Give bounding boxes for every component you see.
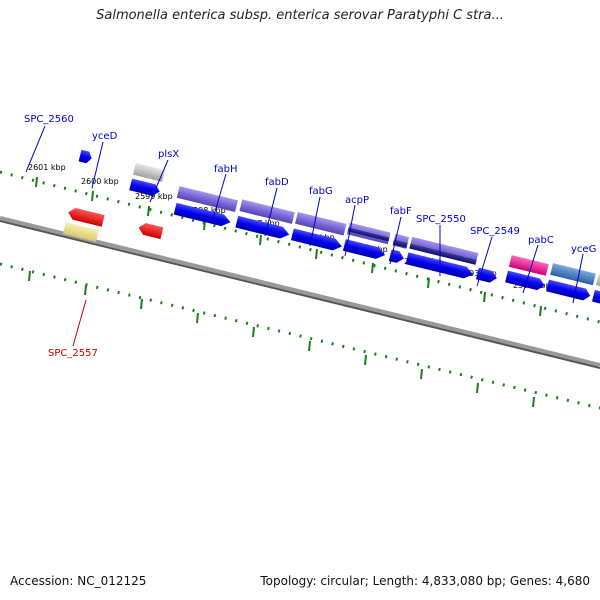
cds-arrow-9[interactable]	[505, 270, 546, 292]
gene-label-fabF[interactable]: fabF	[390, 206, 412, 217]
cds-arrow-4[interactable]	[290, 228, 343, 252]
cds-arrow-7[interactable]	[405, 252, 475, 280]
cds-arrow-11[interactable]	[592, 289, 600, 314]
accession-label: Accession: NC_012125	[10, 574, 147, 588]
tick-label: 2601 kbp	[28, 163, 66, 172]
inner-dotted-ring	[0, 262, 600, 410]
gene-labels: SPC_2560 yceD plsX fabH fabD fabG acpP f…	[24, 114, 596, 359]
gene-label-SPC_2549[interactable]: SPC_2549	[470, 226, 520, 237]
feature-acpP-inner	[392, 239, 408, 248]
feature-fabD[interactable]	[295, 211, 347, 236]
feature-yellow[interactable]	[62, 222, 99, 242]
feature-track	[62, 149, 600, 314]
gene-label-yceD[interactable]: yceD	[92, 131, 118, 142]
gene-label-plsX[interactable]: plsX	[158, 149, 179, 160]
cds-arrow-1[interactable]	[129, 178, 161, 198]
feature-plsX[interactable]	[176, 186, 238, 213]
gene-label-SPC_2550[interactable]: SPC_2550	[416, 214, 466, 225]
feature-red-small[interactable]	[137, 222, 164, 240]
gene-label-SPC_2560[interactable]: SPC_2560	[24, 114, 74, 125]
major-ticks	[35, 176, 542, 317]
feature-gray-1[interactable]	[133, 163, 166, 182]
tick-label: 2599 kbp	[135, 192, 173, 201]
map-title: Salmonella enterica subsp. enterica sero…	[96, 8, 504, 23]
cds-arrow-3[interactable]	[235, 215, 290, 240]
feature-pabC[interactable]	[550, 263, 596, 286]
gene-label-fabG[interactable]: fabG	[309, 186, 333, 197]
cds-arrow-5[interactable]	[342, 239, 387, 261]
genome-summary: Topology: circular; Length: 4,833,080 bp…	[260, 574, 590, 588]
gene-label-pabC[interactable]: pabC	[528, 235, 554, 246]
gene-label-fabH[interactable]: fabH	[214, 164, 238, 175]
gene-label-yceG[interactable]: yceG	[571, 244, 596, 255]
feature-SPC_2549[interactable]	[508, 255, 549, 276]
chromosome-backbone	[0, 216, 600, 369]
cds-arrow-10[interactable]	[546, 279, 592, 302]
tick-label: 2600 kbp	[81, 177, 119, 186]
feature-SPC_2560-arrow[interactable]	[78, 149, 94, 165]
gene-label-SPC_2557[interactable]: SPC_2557	[48, 348, 98, 359]
gene-label-fabD[interactable]: fabD	[265, 177, 289, 188]
cds-arrow-2[interactable]	[173, 202, 232, 228]
lower-major-ticks	[28, 270, 535, 408]
outer-dotted-ring	[0, 170, 600, 324]
feature-SPC_2557-red[interactable]	[67, 207, 105, 227]
feature-fabF-inner	[409, 243, 477, 265]
gene-label-acpP[interactable]: acpP	[345, 195, 369, 206]
feature-fabG-inner	[347, 227, 390, 242]
feature-fabH[interactable]	[239, 199, 295, 224]
